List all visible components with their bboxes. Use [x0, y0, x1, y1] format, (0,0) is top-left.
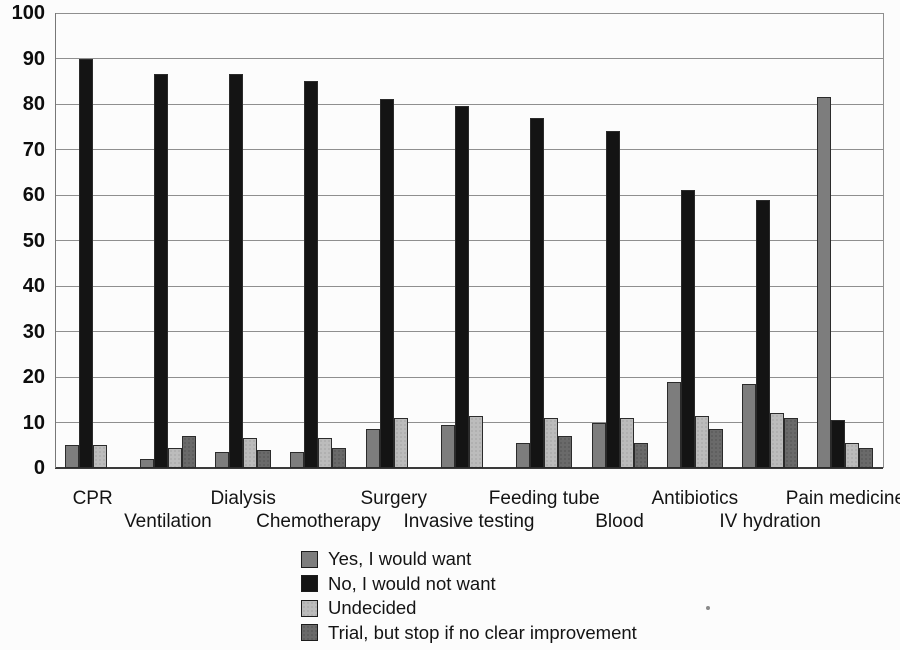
- bar-blood-trial-but-stop-if-no-clear-improvement: [633, 442, 648, 468]
- y-tick-label-80: 80: [22, 93, 45, 115]
- bar-dialysis-undecided: [243, 438, 258, 468]
- y-tick-label-30: 30: [22, 320, 45, 343]
- gridline-50: [55, 240, 883, 241]
- bar-ventilation-trial-but-stop-if-no-clear-improvement: [181, 436, 196, 468]
- bar-dialysis-yes-i-would-want: [215, 452, 230, 468]
- bar-feeding-tube-undecided: [544, 417, 559, 468]
- x-axis-label-dialysis: Dialysis: [210, 488, 276, 509]
- y-tick-label-10: 10: [22, 411, 45, 434]
- bar-dialysis-trial-but-stop-if-no-clear-improvement: [257, 449, 272, 468]
- y-axis-line: [55, 13, 56, 468]
- bar-iv-hydration-undecided: [770, 413, 785, 468]
- bar-chemotherapy-yes-i-would-want: [290, 452, 305, 468]
- x-axis-label-ventilation: Ventilation: [124, 511, 212, 532]
- legend-item-no-i-would-not-want: No, I would not want: [301, 572, 637, 597]
- bar-feeding-tube-yes-i-would-want: [516, 442, 531, 468]
- x-axis-label-feeding-tube: Feeding tube: [488, 488, 600, 509]
- bar-feeding-tube-no-i-would-not-want: [530, 117, 545, 468]
- bar-blood-yes-i-would-want: [591, 422, 606, 468]
- bar-chemotherapy-no-i-would-not-want: [304, 81, 319, 468]
- legend: Yes, I would want No, I would not want Und…: [301, 547, 637, 645]
- bar-invasive-testing-yes-i-would-want: [441, 424, 455, 468]
- legend-label: Trial, but stop if no clear improvement: [328, 621, 637, 643]
- bar-iv-hydration-yes-i-would-want: [742, 383, 757, 468]
- y-tick-label-40: 40: [22, 275, 45, 297]
- gridline-60: [55, 194, 883, 196]
- y-tick-label-20: 20: [22, 366, 45, 388]
- gridline-0: [55, 467, 883, 469]
- legend-swatch-undecided: [301, 599, 318, 617]
- bar-invasive-testing-no-i-would-not-want: [455, 106, 469, 468]
- x-axis-label-surgery: Surgery: [360, 488, 427, 509]
- bar-ventilation-yes-i-would-want: [139, 458, 154, 468]
- y-tick-label-70: 70: [22, 138, 45, 161]
- x-axis-label-chemotherapy: Chemotherapy: [256, 511, 381, 532]
- bar-antibiotics-no-i-would-not-want: [680, 190, 695, 468]
- bar-surgery-undecided: [393, 417, 408, 468]
- bar-iv-hydration-trial-but-stop-if-no-clear-improvement: [784, 417, 799, 468]
- bar-pain-medicine-yes-i-would-want: [817, 97, 832, 468]
- bar-pain-medicine-undecided: [845, 442, 860, 468]
- y-tick-label-90: 90: [22, 47, 45, 70]
- bar-blood-undecided: [619, 417, 634, 468]
- bar-ventilation-undecided: [167, 447, 182, 468]
- legend-label: Undecided: [328, 597, 417, 619]
- bar-cpr-undecided: [92, 445, 107, 468]
- legend-item-trial-but-stop-if-no-clear-improvement: Trial, but stop if no clear improvement: [301, 621, 637, 646]
- x-axis-label-pain-medicine: Pain medicine: [785, 488, 900, 509]
- plot-right-border: [883, 13, 884, 468]
- legend-label: No, I would not want: [328, 572, 496, 594]
- bar-surgery-yes-i-would-want: [365, 429, 380, 468]
- bar-cpr-yes-i-would-want: [64, 445, 79, 468]
- y-tick-label-60: 60: [22, 184, 45, 206]
- gridline-100: [55, 12, 883, 14]
- gridline-20: [55, 376, 883, 378]
- gridline-90: [55, 58, 883, 59]
- bar-antibiotics-trial-but-stop-if-no-clear-improvement: [708, 429, 723, 468]
- y-tick-label-0: 0: [33, 457, 45, 479]
- x-axis-label-blood: Blood: [595, 511, 644, 532]
- bar-chemotherapy-trial-but-stop-if-no-clear-improvement: [332, 447, 347, 468]
- legend-item-undecided: Undecided: [301, 596, 637, 621]
- bar-ventilation-no-i-would-not-want: [153, 74, 168, 468]
- x-axis-label-iv-hydration: IV hydration: [719, 511, 821, 532]
- bar-invasive-testing-undecided: [469, 415, 483, 468]
- bar-iv-hydration-no-i-would-not-want: [756, 199, 771, 468]
- scan-artifact-dot: [706, 606, 710, 610]
- bar-dialysis-no-i-would-not-want: [229, 74, 244, 468]
- bar-antibiotics-undecided: [694, 415, 709, 468]
- gridline-80: [55, 103, 883, 105]
- bar-chemotherapy-undecided: [318, 438, 333, 468]
- x-axis-label-cpr: CPR: [72, 488, 113, 509]
- legend-label: Yes, I would want: [328, 548, 472, 570]
- bar-pain-medicine-no-i-would-not-want: [831, 420, 846, 468]
- x-axis-label-invasive-testing: Invasive testing: [403, 511, 535, 532]
- legend-item-yes-i-would-want: Yes, I would want: [301, 547, 637, 572]
- bar-surgery-no-i-would-not-want: [379, 99, 394, 468]
- bar-pain-medicine-trial-but-stop-if-no-clear-improvement: [859, 447, 874, 468]
- bar-antibiotics-yes-i-would-want: [666, 381, 681, 468]
- legend-swatch-trial-but-stop-if-no-clear-improvement: [301, 624, 318, 642]
- legend-swatch-no-i-would-not-want: [301, 575, 318, 593]
- bar-feeding-tube-trial-but-stop-if-no-clear-improvement: [558, 436, 573, 468]
- x-axis-label-antibiotics: Antibiotics: [651, 488, 739, 509]
- gridline-30: [55, 331, 883, 332]
- legend-swatch-yes-i-would-want: [301, 550, 318, 568]
- gridline-70: [55, 149, 883, 150]
- gridline-40: [55, 285, 883, 287]
- y-tick-label-50: 50: [22, 229, 45, 252]
- y-tick-label-100: 100: [11, 2, 45, 24]
- bar-cpr-no-i-would-not-want: [78, 58, 93, 468]
- bar-blood-no-i-would-not-want: [605, 131, 620, 468]
